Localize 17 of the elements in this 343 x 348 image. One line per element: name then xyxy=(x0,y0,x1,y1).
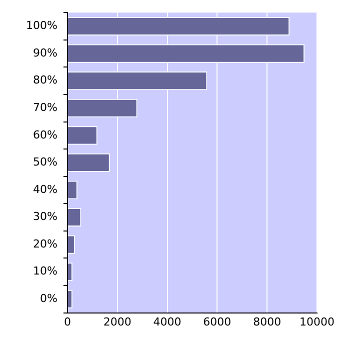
x-tick-label: 2000 xyxy=(103,315,132,328)
y-tick-label: 50% xyxy=(32,156,58,169)
x-tick-label: 0 xyxy=(64,315,71,328)
x-tick-label: 8000 xyxy=(253,315,282,328)
y-tick-label: 60% xyxy=(32,128,58,142)
y-tick-label: 70% xyxy=(32,100,58,114)
y-tick-label: 40% xyxy=(32,182,58,196)
y-tick-label: 100% xyxy=(26,19,58,32)
y-tick-label: 10% xyxy=(32,264,58,278)
x-tick-label: 6000 xyxy=(203,315,232,328)
y-tick-label: 80% xyxy=(32,74,58,87)
y-tick-label: 0% xyxy=(40,292,58,306)
y-tick-label: 30% xyxy=(32,210,58,224)
y-tick-label: 90% xyxy=(32,46,58,60)
y-tick-label: 20% xyxy=(32,237,58,250)
x-tick-label: 10000 xyxy=(300,315,334,328)
x-tick-label: 4000 xyxy=(153,315,182,328)
